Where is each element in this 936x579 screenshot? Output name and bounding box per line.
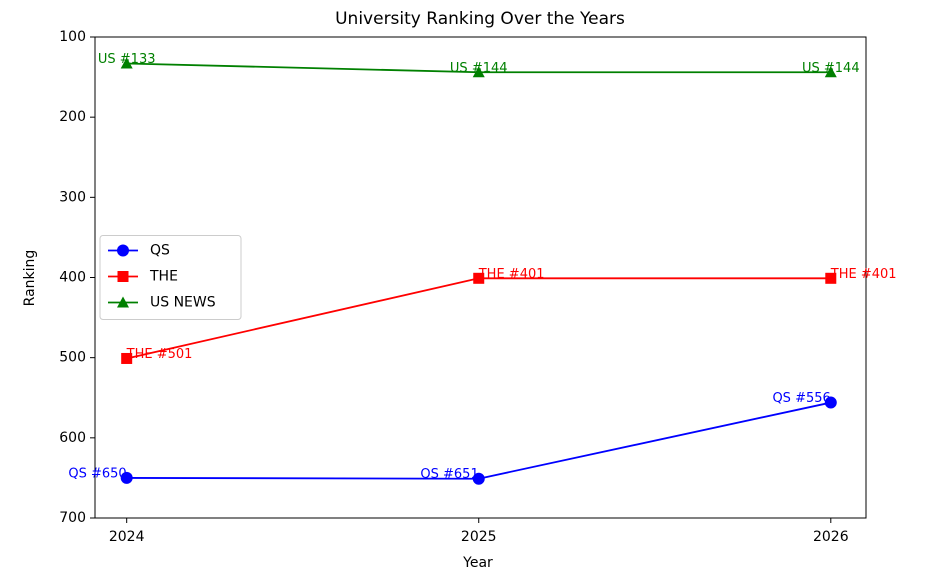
y-axis-label: Ranking (22, 250, 38, 307)
y-tick-label: 700 (59, 510, 86, 526)
value-label: US #133 (98, 52, 156, 67)
legend-box (99, 235, 242, 320)
x-axis-label: Year (462, 555, 493, 571)
value-label: US #144 (802, 61, 860, 76)
value-label: THE #501 (126, 347, 193, 362)
value-label: THE #401 (830, 267, 897, 282)
y-tick-label: 200 (59, 109, 86, 125)
legend-label: THE (149, 269, 178, 285)
value-label: QS #556 (772, 391, 830, 406)
y-tick-label: 600 (59, 430, 86, 446)
value-label: THE #401 (478, 267, 545, 282)
marker (825, 272, 837, 284)
x-tick-label: 2025 (461, 529, 497, 545)
marker (120, 57, 133, 69)
value-label: US #144 (450, 61, 508, 76)
marker (472, 472, 485, 485)
y-tick-label: 500 (59, 350, 86, 366)
marker (824, 396, 837, 409)
marker (472, 66, 485, 78)
y-tick-label: 300 (59, 189, 86, 205)
legend: QS THE US NEWS (99, 235, 242, 320)
x-tick-label: 2026 (813, 529, 849, 545)
marker (824, 66, 837, 78)
marker (117, 244, 129, 257)
y-tick-label: 100 (59, 29, 86, 45)
chart-title: University Ranking Over the Years (335, 9, 625, 29)
x-tick-label: 2024 (109, 529, 145, 545)
value-label: QS #651 (420, 467, 478, 482)
legend-label: US NEWS (150, 295, 216, 311)
marker (117, 296, 129, 308)
marker (121, 352, 133, 364)
marker (120, 471, 133, 484)
value-label: QS #650 (68, 466, 126, 481)
marker (473, 272, 485, 284)
marker (117, 271, 129, 282)
y-tick-label: 400 (59, 270, 86, 286)
legend-label: QS (150, 243, 170, 259)
